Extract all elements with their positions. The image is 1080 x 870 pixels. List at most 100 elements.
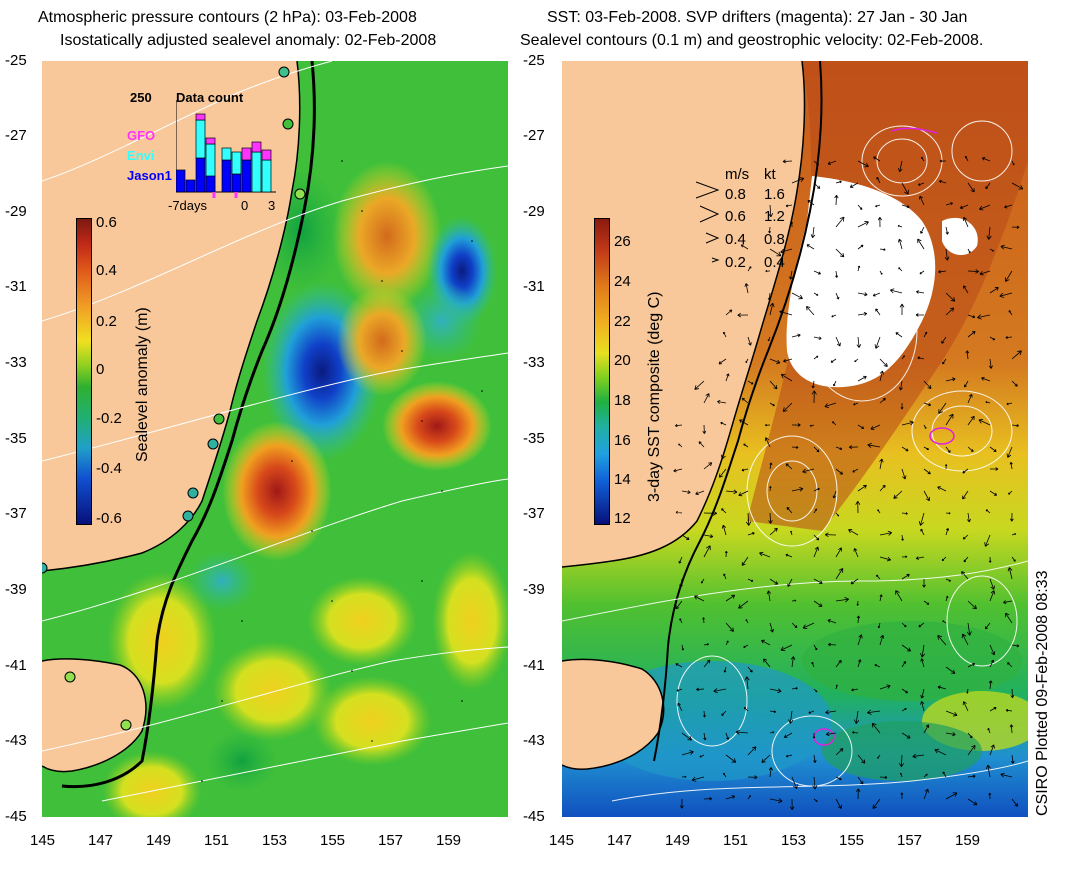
velocity-arrow — [835, 776, 842, 781]
velocity-key-arrows — [695, 181, 720, 263]
velocity-arrow — [945, 595, 949, 602]
velocity-arrow — [813, 336, 822, 340]
colorbar-tick: 0.6 — [96, 214, 117, 231]
velocity-arrow — [1000, 772, 1013, 778]
velocity-arrow — [835, 336, 841, 347]
velocity-arrow — [747, 531, 755, 536]
velocity-arrow — [895, 590, 903, 602]
velocity-arrow — [985, 764, 991, 778]
velocity-arrow — [855, 500, 861, 514]
velocity-arrow — [853, 548, 859, 558]
velocity-arrow — [966, 688, 969, 694]
velocity-arrow — [766, 590, 772, 602]
velocity-arrow — [857, 375, 867, 382]
left-title-line2: Isostatically adjusted sealevel anomaly:… — [60, 32, 437, 49]
velocity-arrow — [988, 792, 992, 800]
velocity-arrow — [835, 248, 845, 258]
lat-label: -37 — [5, 505, 27, 522]
velocity-arrow — [791, 486, 804, 492]
velocity-arrow — [791, 423, 801, 427]
velocity-arrow — [813, 754, 817, 763]
velocity-arrow — [830, 358, 837, 363]
velocity-arrow — [702, 424, 707, 434]
lon-label: 145 — [549, 832, 575, 849]
velocity-arrow — [768, 512, 773, 524]
velocity-arrow — [964, 155, 969, 162]
velocity-arrow — [1003, 600, 1013, 605]
velocity-arrow — [920, 658, 925, 668]
velocity-arrow — [723, 772, 727, 778]
velocity-arrow — [675, 600, 683, 610]
velocity-arrow — [827, 160, 837, 165]
velocity-arrow — [923, 331, 928, 338]
velocity-arrow — [717, 400, 727, 404]
velocity-arrow — [939, 159, 947, 163]
velocity-arrow — [833, 380, 837, 387]
velocity-arrow — [785, 463, 793, 470]
velocity-arrow — [721, 710, 727, 716]
inset-xlabel: 0 — [241, 198, 249, 213]
velocity-arrow — [899, 303, 905, 316]
velocity-arrow — [834, 194, 839, 206]
lat-label: -27 — [523, 127, 545, 144]
lat-label: -41 — [523, 657, 545, 674]
velocity-arrow — [944, 248, 950, 261]
velocity-arrow — [828, 642, 837, 647]
velocity-arrow — [877, 754, 881, 759]
sst-tick: 16 — [614, 432, 631, 449]
velocity-arrow — [942, 358, 947, 365]
velocity-arrow — [945, 710, 958, 717]
lon-label: 151 — [204, 832, 230, 849]
velocity-arrow — [675, 663, 683, 668]
velocity-arrow — [1010, 754, 1015, 764]
velocity-arrow — [989, 467, 999, 471]
velocity-arrow — [879, 270, 883, 275]
velocity-arrow — [879, 484, 886, 492]
velocity-arrow — [835, 659, 842, 668]
lat-label: -25 — [5, 52, 27, 69]
velocity-arrow — [673, 468, 683, 473]
velocity-arrow — [918, 512, 925, 526]
velocity-arrow — [813, 160, 820, 166]
velocity-arrow — [747, 266, 752, 272]
velocity-arrow — [835, 216, 845, 228]
lat-label: -37 — [523, 505, 545, 522]
velocity-arrow — [879, 358, 888, 367]
velocity-arrow — [779, 309, 793, 316]
velocity-arrow — [981, 157, 991, 162]
velocity-arrow — [761, 639, 771, 646]
velocity-arrow — [917, 238, 925, 250]
velocity-arrow — [967, 314, 976, 319]
velocity-arrow — [934, 748, 947, 756]
velocity-arrow — [811, 390, 817, 404]
velocity-arrow — [1011, 160, 1015, 166]
velocity-arrow — [741, 556, 749, 566]
velocity-arrow — [967, 393, 973, 404]
velocity-arrow — [985, 182, 991, 190]
velocity-arrow — [791, 776, 798, 790]
velocity-arrow — [915, 313, 925, 317]
velocity-arrow — [879, 248, 886, 251]
velocity-arrow — [768, 226, 772, 234]
velocity-arrow — [895, 332, 903, 338]
velocity-arrow — [912, 753, 925, 759]
velocity-arrow — [812, 732, 816, 739]
velocity-arrow — [901, 555, 908, 559]
velocity-arrow — [802, 622, 815, 629]
velocity-arrow — [722, 331, 727, 338]
velocity-arrow — [856, 615, 861, 624]
velocity-arrow — [879, 594, 883, 602]
velocity-arrow — [761, 754, 771, 763]
sst-tick: 12 — [614, 510, 631, 527]
velkey-header-kt: kt — [764, 166, 776, 183]
velocity-arrow — [941, 556, 947, 562]
velocity-arrow — [920, 226, 925, 234]
velocity-arrow — [813, 355, 819, 360]
velocity-arrow — [725, 594, 736, 602]
lon-label: 159 — [955, 832, 981, 849]
velocity-arrow — [791, 177, 805, 184]
legend-jason1: Jason1 — [127, 168, 172, 183]
velocity-arrow — [987, 727, 991, 734]
velocity-arrow — [999, 292, 1013, 298]
velocity-arrow — [967, 269, 980, 274]
